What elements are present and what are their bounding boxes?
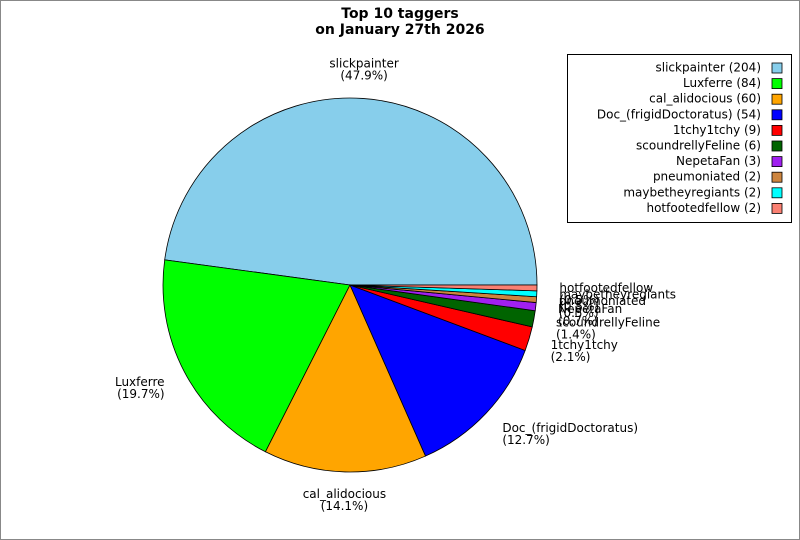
legend-label: maybetheyregiants (2) <box>623 185 761 199</box>
legend-label: scoundrellyFeline (6) <box>636 139 761 153</box>
legend-swatch <box>771 156 783 168</box>
legend-swatch <box>771 78 783 89</box>
legend-label: pneumoniated (2) <box>653 170 761 184</box>
pie-slice <box>349 284 538 292</box>
slice-percent: (47.9%) <box>340 69 387 83</box>
legend-swatch <box>771 93 783 105</box>
slice-percent: (0.5%) <box>559 293 599 307</box>
slice-label: slickpainter <box>329 57 398 71</box>
legend-label: Doc_(frigidDoctoratus) (54) <box>597 107 761 121</box>
legend-swatch <box>771 187 783 199</box>
legend-label: cal_alidocious (60) <box>649 92 761 106</box>
slice-label: scoundrellyFeline <box>556 315 660 329</box>
slice-label: hotfootedfellow <box>559 281 653 295</box>
slice-percent: (0.5%) <box>559 306 599 320</box>
slice-percent: (2.1%) <box>551 350 591 364</box>
slice-label: maybetheyregiants <box>559 287 676 301</box>
slice-label: pneumoniated <box>559 294 646 308</box>
slice-percent: (0.5%) <box>559 299 599 313</box>
pie-slice <box>349 284 526 457</box>
slice-label: Luxferre <box>115 375 165 389</box>
legend-swatch <box>771 109 783 121</box>
legend-label: slickpainter (204) <box>656 61 761 75</box>
pie-slice <box>164 97 538 286</box>
legend-label: hotfootedfellow (2) <box>646 201 761 215</box>
chart-title: on January 27th 2026 <box>315 22 484 38</box>
legend-swatch <box>771 171 783 183</box>
legend-box <box>567 54 792 223</box>
legend-swatch <box>771 125 783 136</box>
slice-percent: (1.4%) <box>556 327 596 341</box>
slice-label: cal_alidocious <box>303 487 386 501</box>
slice-percent: (0.7%) <box>558 314 598 328</box>
slice-label: NepetaFan <box>558 302 622 316</box>
legend-swatch <box>771 140 783 152</box>
legend-label: Luxferre (84) <box>683 76 761 90</box>
pie-slice <box>162 259 351 453</box>
legend-label: 1tchy1tchy (9) <box>673 123 761 137</box>
slice-label: Doc_(frigidDoctoratus) <box>502 421 638 435</box>
slice-percent: (14.1%) <box>321 499 368 513</box>
slice-label: 1tchy1tchy <box>551 338 618 352</box>
legend-swatch <box>771 62 783 74</box>
legend-swatch <box>771 202 783 214</box>
slice-percent: (19.7%) <box>117 387 164 401</box>
slice-percent: (12.7%) <box>502 433 549 447</box>
pie-slice <box>264 284 427 473</box>
legend-label: NepetaFan (3) <box>676 154 761 168</box>
chart-title: Top 10 taggers <box>341 6 458 22</box>
